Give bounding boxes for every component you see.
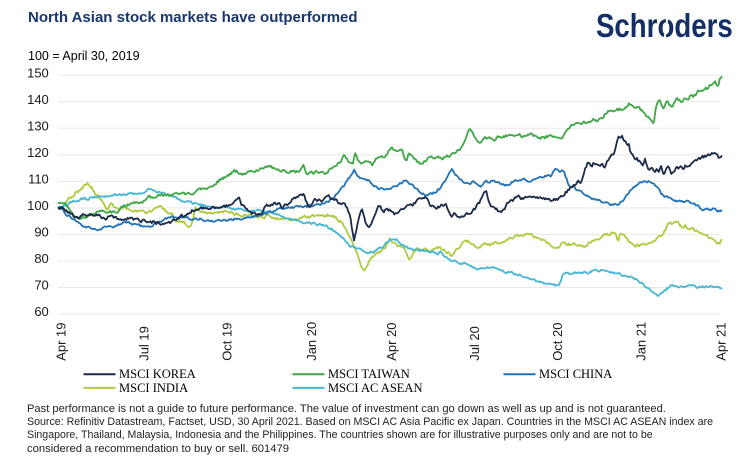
- svg-text:Oct 20: Oct 20: [550, 323, 565, 361]
- svg-text:100: 100: [27, 198, 49, 213]
- svg-text:Apr 21: Apr 21: [713, 322, 728, 360]
- svg-text:Jul 19: Jul 19: [137, 326, 152, 361]
- svg-text:140: 140: [27, 92, 49, 107]
- svg-text:Jan 20: Jan 20: [304, 322, 319, 361]
- svg-text:MSCI INDIA: MSCI INDIA: [119, 381, 188, 395]
- svg-text:70: 70: [34, 278, 48, 293]
- svg-text:90: 90: [34, 225, 48, 240]
- svg-text:MSCI KOREA: MSCI KOREA: [119, 367, 196, 381]
- svg-text:60: 60: [34, 304, 48, 319]
- svg-text:110: 110: [28, 172, 49, 187]
- svg-text:80: 80: [34, 251, 48, 266]
- svg-text:130: 130: [27, 119, 49, 134]
- svg-text:Apr 20: Apr 20: [384, 322, 399, 360]
- svg-text:Jan 21: Jan 21: [633, 322, 648, 361]
- svg-text:MSCI CHINA: MSCI CHINA: [539, 367, 612, 381]
- svg-text:MSCI TAIWAN: MSCI TAIWAN: [328, 367, 410, 381]
- svg-text:Oct 19: Oct 19: [220, 323, 235, 361]
- svg-text:Jul 20: Jul 20: [467, 326, 482, 361]
- svg-text:120: 120: [27, 145, 49, 160]
- svg-text:150: 150: [27, 66, 49, 81]
- svg-text:MSCI AC ASEAN: MSCI AC ASEAN: [328, 381, 422, 395]
- svg-text:Apr 19: Apr 19: [53, 322, 68, 360]
